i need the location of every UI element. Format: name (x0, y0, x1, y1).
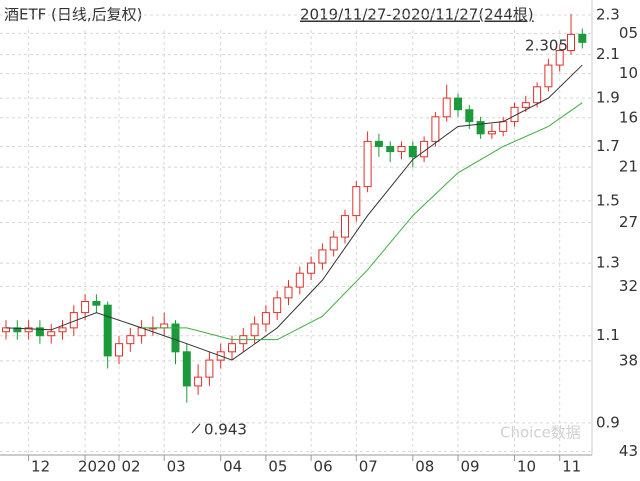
x-tick-label: 12 (31, 458, 50, 476)
candle-body (160, 323, 169, 329)
candle-body (261, 312, 270, 325)
candle-body (397, 145, 406, 153)
candle-body (454, 97, 462, 111)
x-tick-label: 2020 (78, 458, 116, 476)
candle-body (24, 327, 33, 333)
candle-body (273, 297, 282, 314)
candle-body (182, 351, 191, 387)
candle-body (329, 236, 338, 251)
candle-body (307, 262, 316, 274)
candle-body (499, 121, 508, 132)
candle-body (521, 102, 530, 108)
chart-subtitle: 2019/11/27-2020/11/27(244根) (300, 6, 534, 24)
moving-average-line (5, 64, 583, 361)
candle-body (386, 145, 395, 153)
y-tick-label: 1.7 (596, 137, 620, 155)
candle-body (476, 121, 485, 135)
candle-body (578, 33, 587, 43)
candle-body (567, 33, 575, 51)
y-tick-label: 1.9 (596, 89, 620, 107)
candle-body (228, 343, 236, 353)
candle-body (284, 286, 293, 299)
y-tick-label: 10 (619, 64, 638, 82)
x-tick-label: 10 (517, 458, 536, 476)
x-tick-label: 11 (562, 458, 581, 476)
y-tick-label: 38 (619, 351, 638, 369)
candle-body (544, 64, 553, 88)
x-tick-label: 03 (167, 458, 186, 476)
x-tick-label: 08 (415, 458, 434, 476)
candle-body (555, 49, 564, 66)
x-tick-label: 09 (460, 458, 479, 476)
y-tick-label: 16 (619, 108, 638, 126)
candle-body (35, 327, 44, 337)
annotation: 0.943 (204, 421, 247, 439)
candle-body (533, 86, 542, 104)
y-tick-label: 2.3 (596, 6, 620, 24)
candle-body (374, 140, 383, 147)
candle-body (250, 323, 259, 337)
y-tick-label: 05 (619, 24, 638, 42)
candle-body (92, 301, 101, 306)
candle-body (194, 376, 203, 387)
y-tick-label: 1.5 (596, 191, 620, 209)
candle-body (103, 304, 112, 357)
x-tick-label: 02 (121, 458, 140, 476)
y-tick-label: 27 (619, 213, 638, 231)
candle-body (352, 186, 361, 217)
y-tick-label: 43 (619, 442, 638, 460)
candle-body (58, 327, 67, 333)
candle-body (431, 116, 440, 142)
candle-body (47, 331, 56, 337)
y-tick-label: 0.9 (596, 413, 620, 431)
candle-body (171, 323, 180, 353)
y-tick-label: 32 (619, 277, 638, 295)
y-tick-label: 2.1 (596, 45, 620, 63)
candle-body (205, 359, 214, 378)
y-tick-label: 1.1 (596, 326, 620, 344)
x-tick-label: 07 (359, 458, 378, 476)
annotation-arrow (191, 423, 201, 434)
candle-body (341, 215, 349, 238)
candle-body (126, 335, 135, 345)
candle-body (363, 140, 372, 188)
candle-body (81, 301, 90, 314)
candle-body (442, 97, 451, 118)
candle-body (408, 145, 417, 158)
x-tick-label: 06 (314, 458, 333, 476)
candle-body (115, 343, 123, 357)
y-tick-label: 21 (619, 158, 638, 176)
candle-body (465, 109, 474, 123)
candle-body (295, 272, 304, 288)
candle-body (487, 130, 496, 135)
candle-body (318, 249, 327, 264)
annotation: 2.305 (525, 37, 568, 55)
candle-body (510, 106, 519, 123)
x-tick-label: 05 (268, 458, 287, 476)
chart-title: 酒ETF (日线,后复权) (4, 6, 143, 24)
x-tick-label: 04 (223, 458, 242, 476)
moving-average-line (141, 102, 583, 341)
y-tick-label: 1.3 (596, 254, 620, 272)
watermark: Choice数据 (500, 424, 581, 442)
